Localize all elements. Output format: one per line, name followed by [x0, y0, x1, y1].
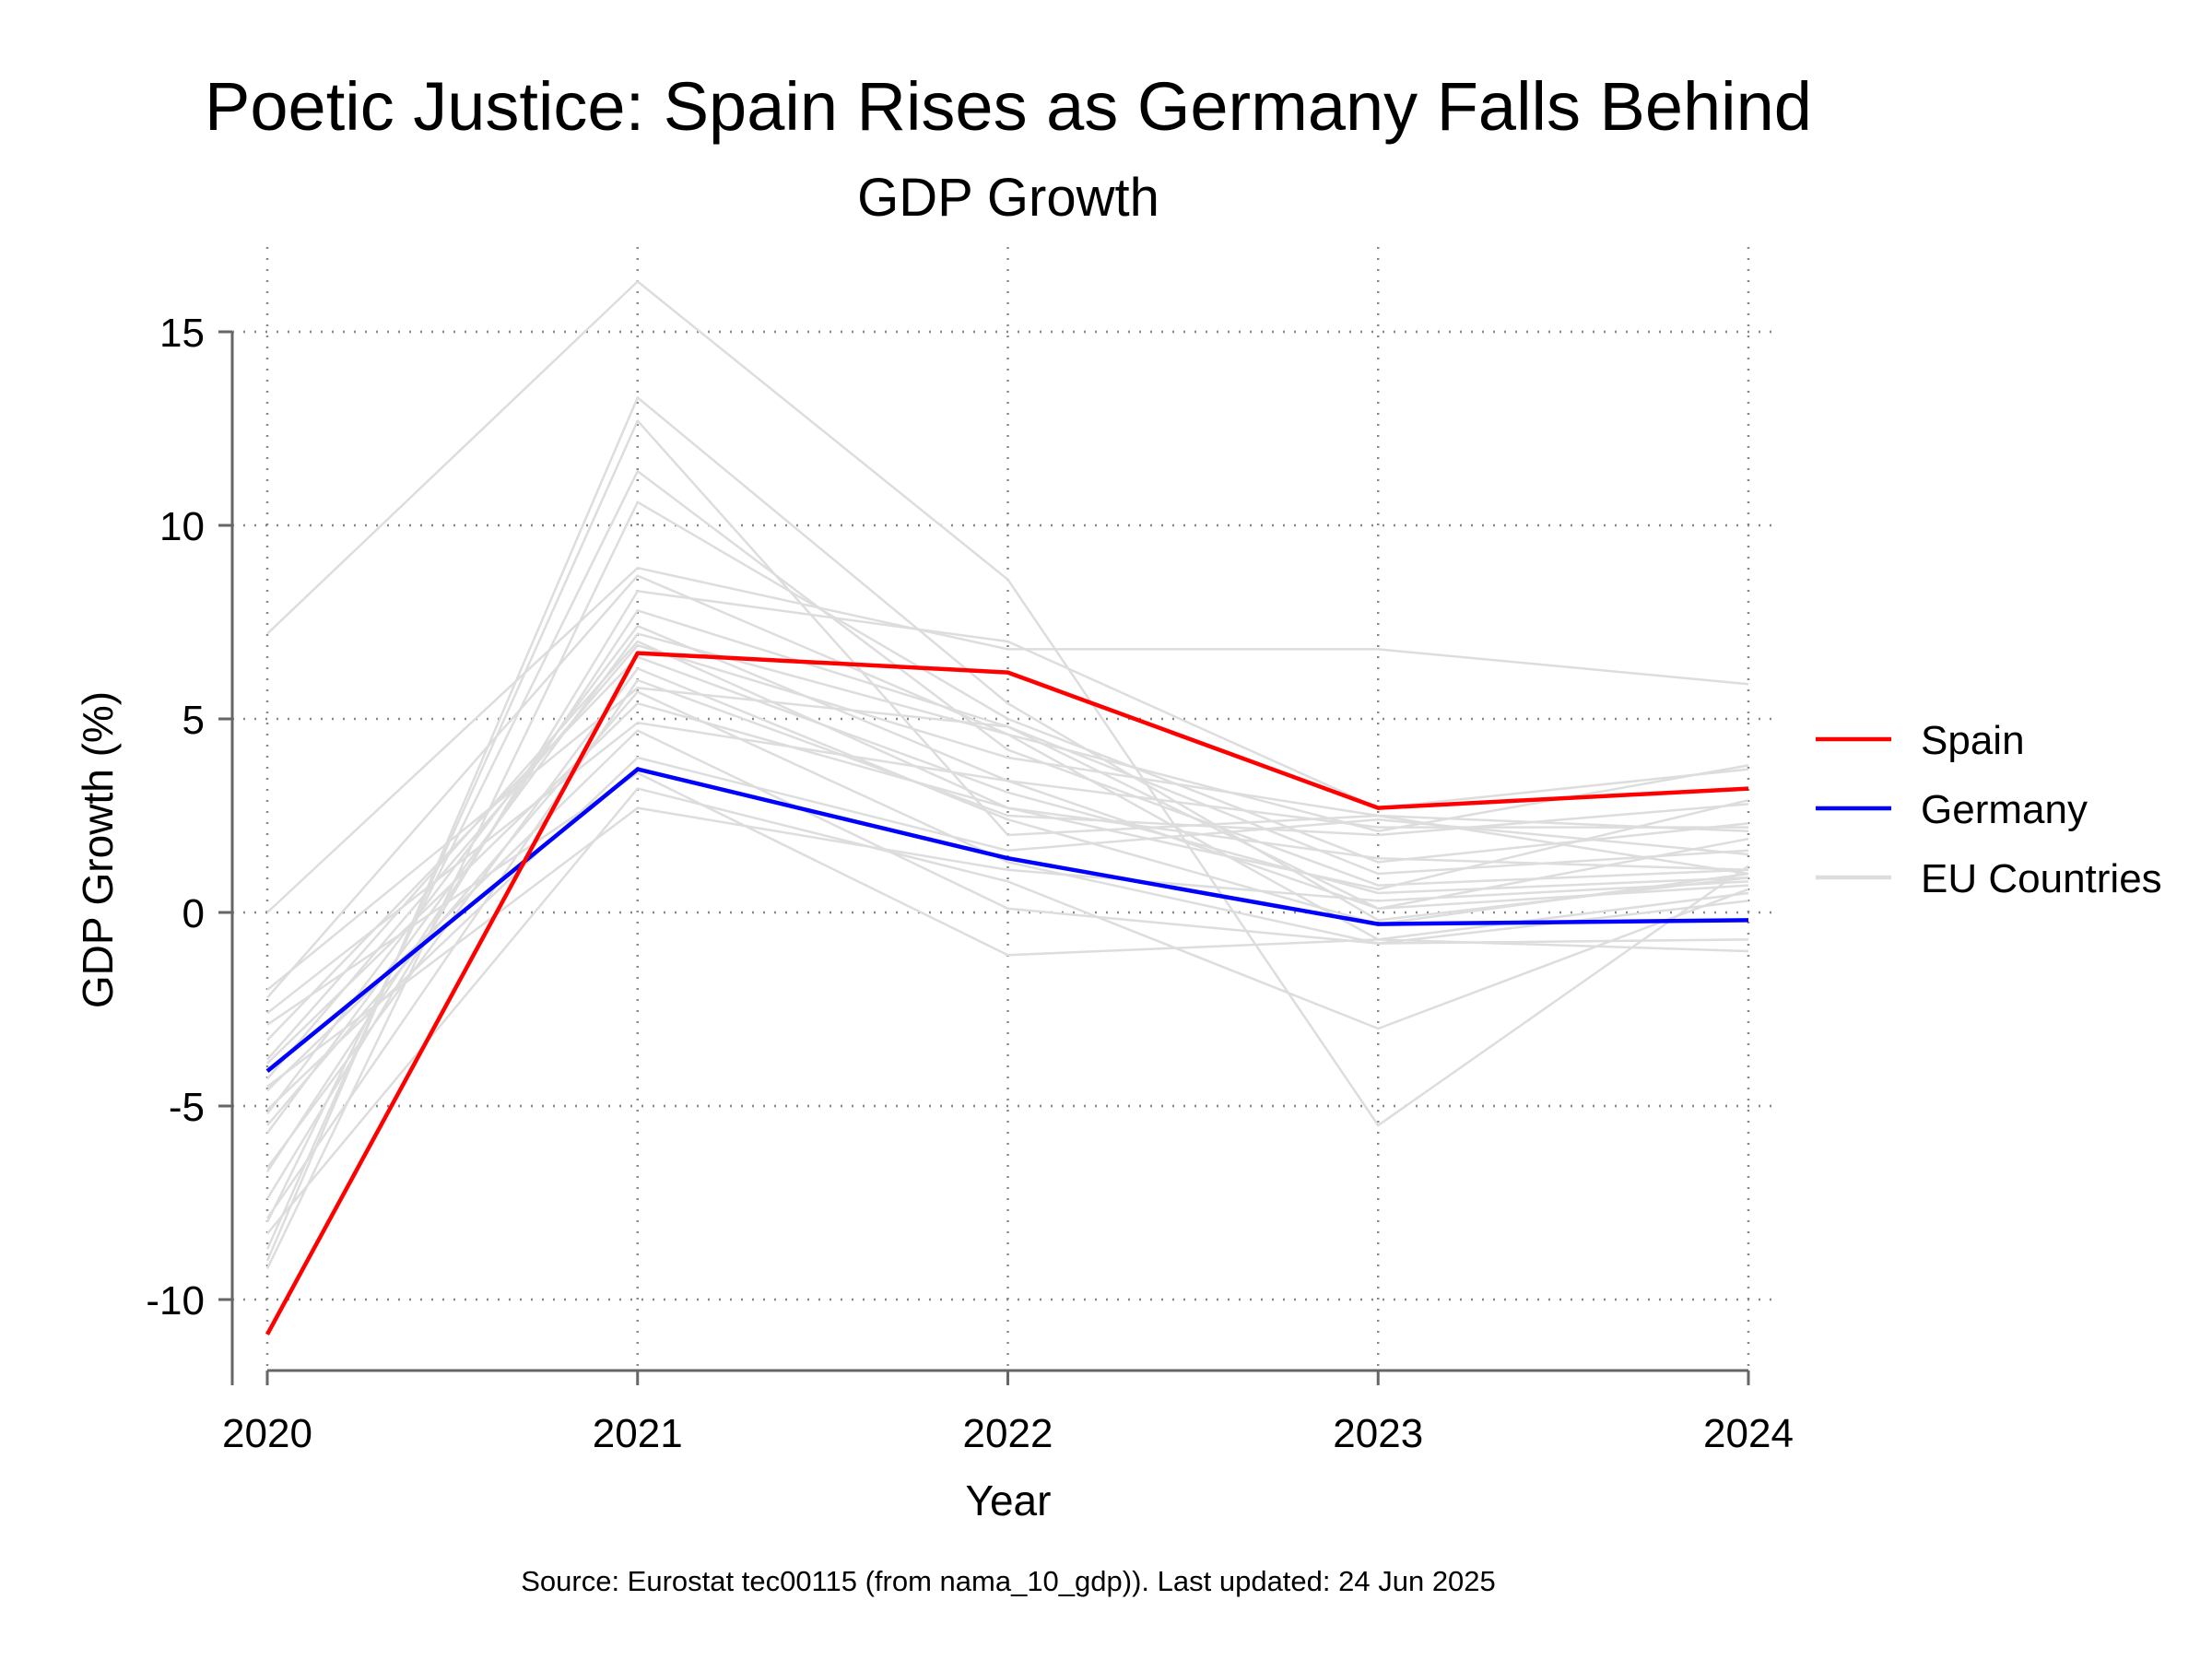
- eu-country-line: [266, 771, 1749, 1026]
- eu-country-line: [266, 566, 1749, 913]
- eu-country-line: [266, 701, 1749, 1065]
- legend-label: Germany: [1921, 787, 2088, 832]
- y-tick-label: 0: [182, 891, 205, 936]
- eu-country-line: [266, 787, 1749, 1235]
- y-tick-label: -10: [146, 1278, 205, 1324]
- y-tick-label: -5: [169, 1085, 205, 1130]
- eu-country-line: [265, 396, 1749, 1262]
- x-tick-label: 2023: [1333, 1411, 1423, 1456]
- x-tick-label: 2022: [963, 1411, 1053, 1456]
- eu-country-line: [266, 721, 1748, 1015]
- eu-country-line: [266, 687, 1749, 991]
- y-tick-label: 5: [182, 698, 205, 743]
- x-tick-label: 2021: [593, 1411, 683, 1456]
- y-tick-label: 10: [159, 504, 205, 549]
- series-line-germany: [265, 767, 1749, 1073]
- legend-label: Spain: [1921, 718, 2025, 763]
- ticks: 15 10 5 0 -5 -10 2020 2021 2022 2023 2024: [146, 311, 1794, 1456]
- y-axis-label: GDP Growth (%): [74, 691, 122, 1008]
- eu-country-line: [265, 469, 1749, 1223]
- eu-country-line: [265, 678, 1749, 1219]
- chart-title: Poetic Justice: Spain Rises as Germany F…: [205, 68, 1812, 145]
- eu-country-line: [266, 280, 1749, 1127]
- eu-country-line: [265, 419, 1749, 1250]
- x-tick-label: 2020: [222, 1411, 312, 1456]
- eu-country-line: [266, 655, 1749, 1041]
- eu-country-line: [265, 500, 1749, 1269]
- series-line-spain: [265, 651, 1749, 1335]
- eu-country-line: [266, 729, 1749, 1092]
- eu-countries-lines: [265, 280, 1749, 1269]
- chart-subtitle: GDP Growth: [857, 168, 1159, 228]
- y-tick-label: 15: [159, 311, 205, 356]
- legend: Spain Germany EU Countries: [1816, 718, 2162, 901]
- source-caption: Source: Eurostat tec00115 (from nama_10_…: [521, 1565, 1496, 1597]
- highlighted-series: [265, 651, 1749, 1335]
- eu-country-line: [266, 806, 1749, 1088]
- x-axis-label: Year: [966, 1477, 1052, 1524]
- eu-country-line: [266, 756, 1749, 1112]
- eu-country-line: [266, 690, 1749, 1126]
- x-tick-label: 2024: [1703, 1411, 1794, 1456]
- legend-label: EU Countries: [1921, 856, 2162, 901]
- eu-country-line: [265, 590, 1749, 1200]
